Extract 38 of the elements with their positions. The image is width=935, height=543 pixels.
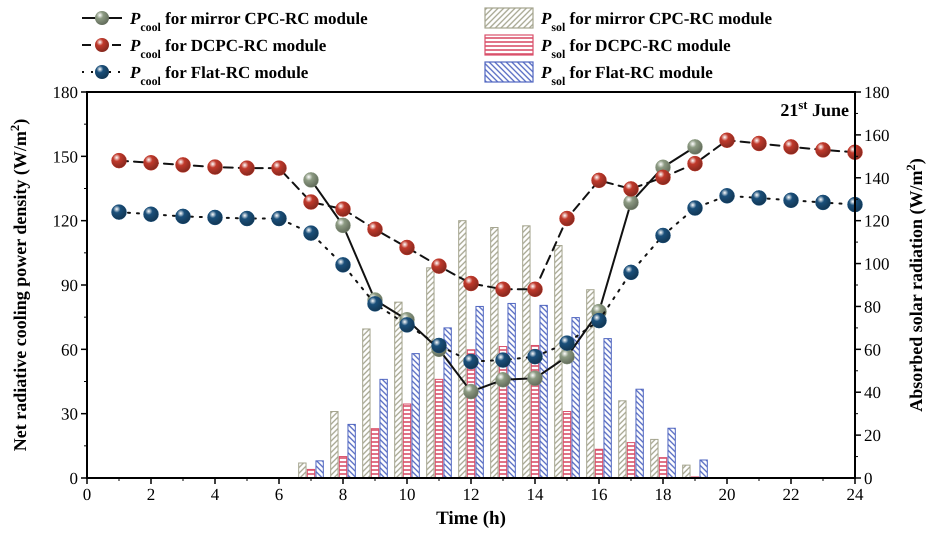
x-tick-label: 18 [654, 485, 672, 504]
legend-label: P$_{cool}$ for Flat-RC module [129, 63, 309, 88]
legend-label: P$_{sol}$ for Flat-RC module [540, 63, 714, 88]
x-tick-label: 16 [590, 485, 608, 504]
y-tick-label: 30 [61, 404, 78, 424]
y2-tick-label: 40 [864, 383, 881, 402]
y-tick-label: 120 [52, 212, 78, 231]
x-tick-label: 2 [146, 485, 156, 504]
y2-tick-label: 80 [864, 297, 881, 316]
x-tick-label: 12 [462, 485, 480, 504]
x-tick-label: 0 [82, 485, 92, 504]
y-tick-label: 90 [61, 276, 78, 295]
x-tick-label: 20 [718, 485, 736, 504]
x-tick-label: 4 [210, 485, 220, 504]
legend-label: P$_{cool}$ for DCPC-RC module [129, 36, 327, 61]
y2-tick-label: 140 [864, 168, 890, 188]
x-tick-label: 24 [846, 485, 864, 504]
y-tick-label: 150 [52, 147, 78, 166]
legend-label: P$_{cool}$ for mirror CPC-RC module [129, 9, 368, 34]
y2-tick-label: 20 [864, 426, 881, 446]
y-tick-label: 60 [61, 340, 78, 360]
legend-label: P$_{sol}$ for mirror CPC-RC module [540, 9, 773, 34]
annotation: 21$^{st}$ June [780, 98, 850, 120]
y2-tick-label: 60 [864, 340, 881, 360]
y2-tick-label: 160 [864, 126, 890, 145]
x-axis-title: Time (h) [436, 508, 506, 529]
y2-tick-label: 100 [864, 254, 890, 274]
y2-tick-label: 120 [864, 212, 890, 231]
x-tick-label: 8 [338, 485, 348, 504]
y2-tick-label: 0 [864, 469, 872, 488]
y-tick-label: 180 [52, 83, 78, 102]
legend-label: P$_{sol}$ for DCPC-RC module [540, 36, 732, 61]
x-tick-label: 14 [526, 485, 544, 504]
x-tick-label: 10 [398, 485, 416, 504]
x-tick-label: 22 [782, 485, 800, 504]
y2-tick-label: 180 [864, 83, 890, 102]
x-tick-label: 6 [274, 485, 284, 504]
y-tick-label: 0 [70, 469, 78, 488]
